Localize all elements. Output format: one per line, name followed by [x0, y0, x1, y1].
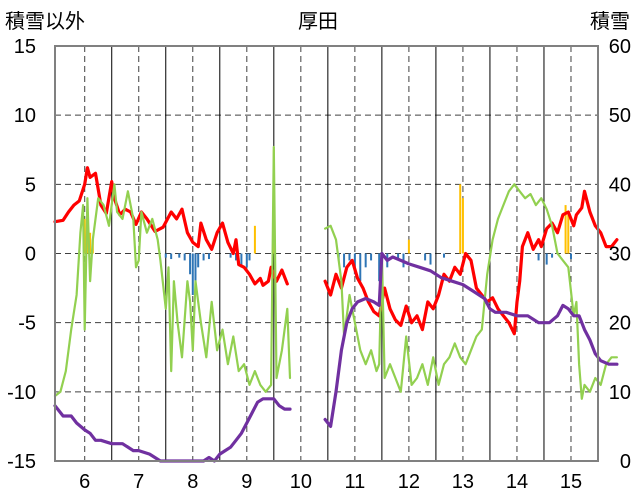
bar [359, 253, 362, 282]
bar [551, 253, 554, 258]
series-line [53, 166, 289, 287]
left-tick-label: 10 [14, 105, 36, 127]
line-layer [53, 145, 619, 463]
x-tick-label: 7 [133, 471, 144, 493]
bar [191, 253, 194, 295]
bar [202, 253, 205, 261]
grid-layer [55, 46, 598, 461]
chart-title: 厚田 [298, 9, 338, 33]
left-tick-label: -15 [7, 451, 36, 473]
x-tick-label: 13 [452, 471, 474, 493]
bar [89, 232, 92, 254]
left-tick-label: -10 [7, 382, 36, 404]
right-axis-label: 積雪 [590, 9, 630, 33]
frame-layer [54, 45, 599, 462]
left-axis-label: 積雪以外 [5, 9, 85, 33]
bar [189, 253, 192, 275]
x-tick-label: 6 [79, 471, 90, 493]
bar [397, 253, 400, 261]
bar [364, 253, 367, 268]
series-line [323, 189, 619, 336]
bar [545, 253, 548, 265]
bar [567, 214, 570, 254]
bar [197, 253, 200, 268]
x-tick-label: 12 [398, 471, 420, 493]
bar [424, 253, 427, 261]
bar [178, 253, 181, 258]
x-tick-label: 8 [187, 471, 198, 493]
bar [459, 184, 462, 254]
right-tick-label: 30 [609, 244, 631, 266]
right-tick-label: 50 [609, 105, 631, 127]
bar [564, 205, 567, 254]
x-tick-label: 9 [241, 471, 252, 493]
bar [348, 253, 351, 261]
left-tick-label: 5 [25, 174, 36, 196]
bar [370, 253, 373, 261]
bar [378, 253, 381, 282]
x-tick-label: 10 [290, 471, 312, 493]
series-line [53, 145, 292, 398]
bar [235, 253, 237, 261]
right-tick-label: 0 [620, 451, 631, 473]
bar [229, 253, 232, 258]
right-tick-label: 10 [609, 382, 631, 404]
series-line [324, 183, 619, 400]
right-tick-label: 40 [609, 174, 631, 196]
bar [248, 253, 251, 261]
bar [461, 198, 464, 254]
left-tick-label: 0 [25, 244, 36, 266]
bar [164, 253, 167, 258]
x-tick-label: 11 [344, 471, 365, 493]
left-tick-label: -5 [18, 313, 36, 335]
bar [537, 253, 540, 261]
bar [407, 239, 410, 254]
plot-frame [54, 45, 599, 462]
bar [207, 253, 210, 260]
bar [343, 253, 346, 268]
x-tick-label: 14 [506, 471, 528, 493]
bar [569, 253, 572, 260]
series-line [53, 397, 292, 463]
bar [240, 253, 243, 268]
bar [83, 218, 86, 254]
series-line [323, 251, 619, 428]
bar [429, 253, 432, 265]
bar [253, 225, 256, 254]
left-tick-label: 15 [14, 36, 36, 58]
bar [183, 253, 186, 261]
bar [443, 253, 446, 258]
bar [245, 253, 248, 268]
right-tick-label: 20 [609, 313, 631, 335]
bar [194, 253, 197, 282]
right-tick-label: 60 [609, 36, 631, 58]
bar [170, 253, 173, 260]
x-tick-label: 15 [560, 471, 582, 493]
